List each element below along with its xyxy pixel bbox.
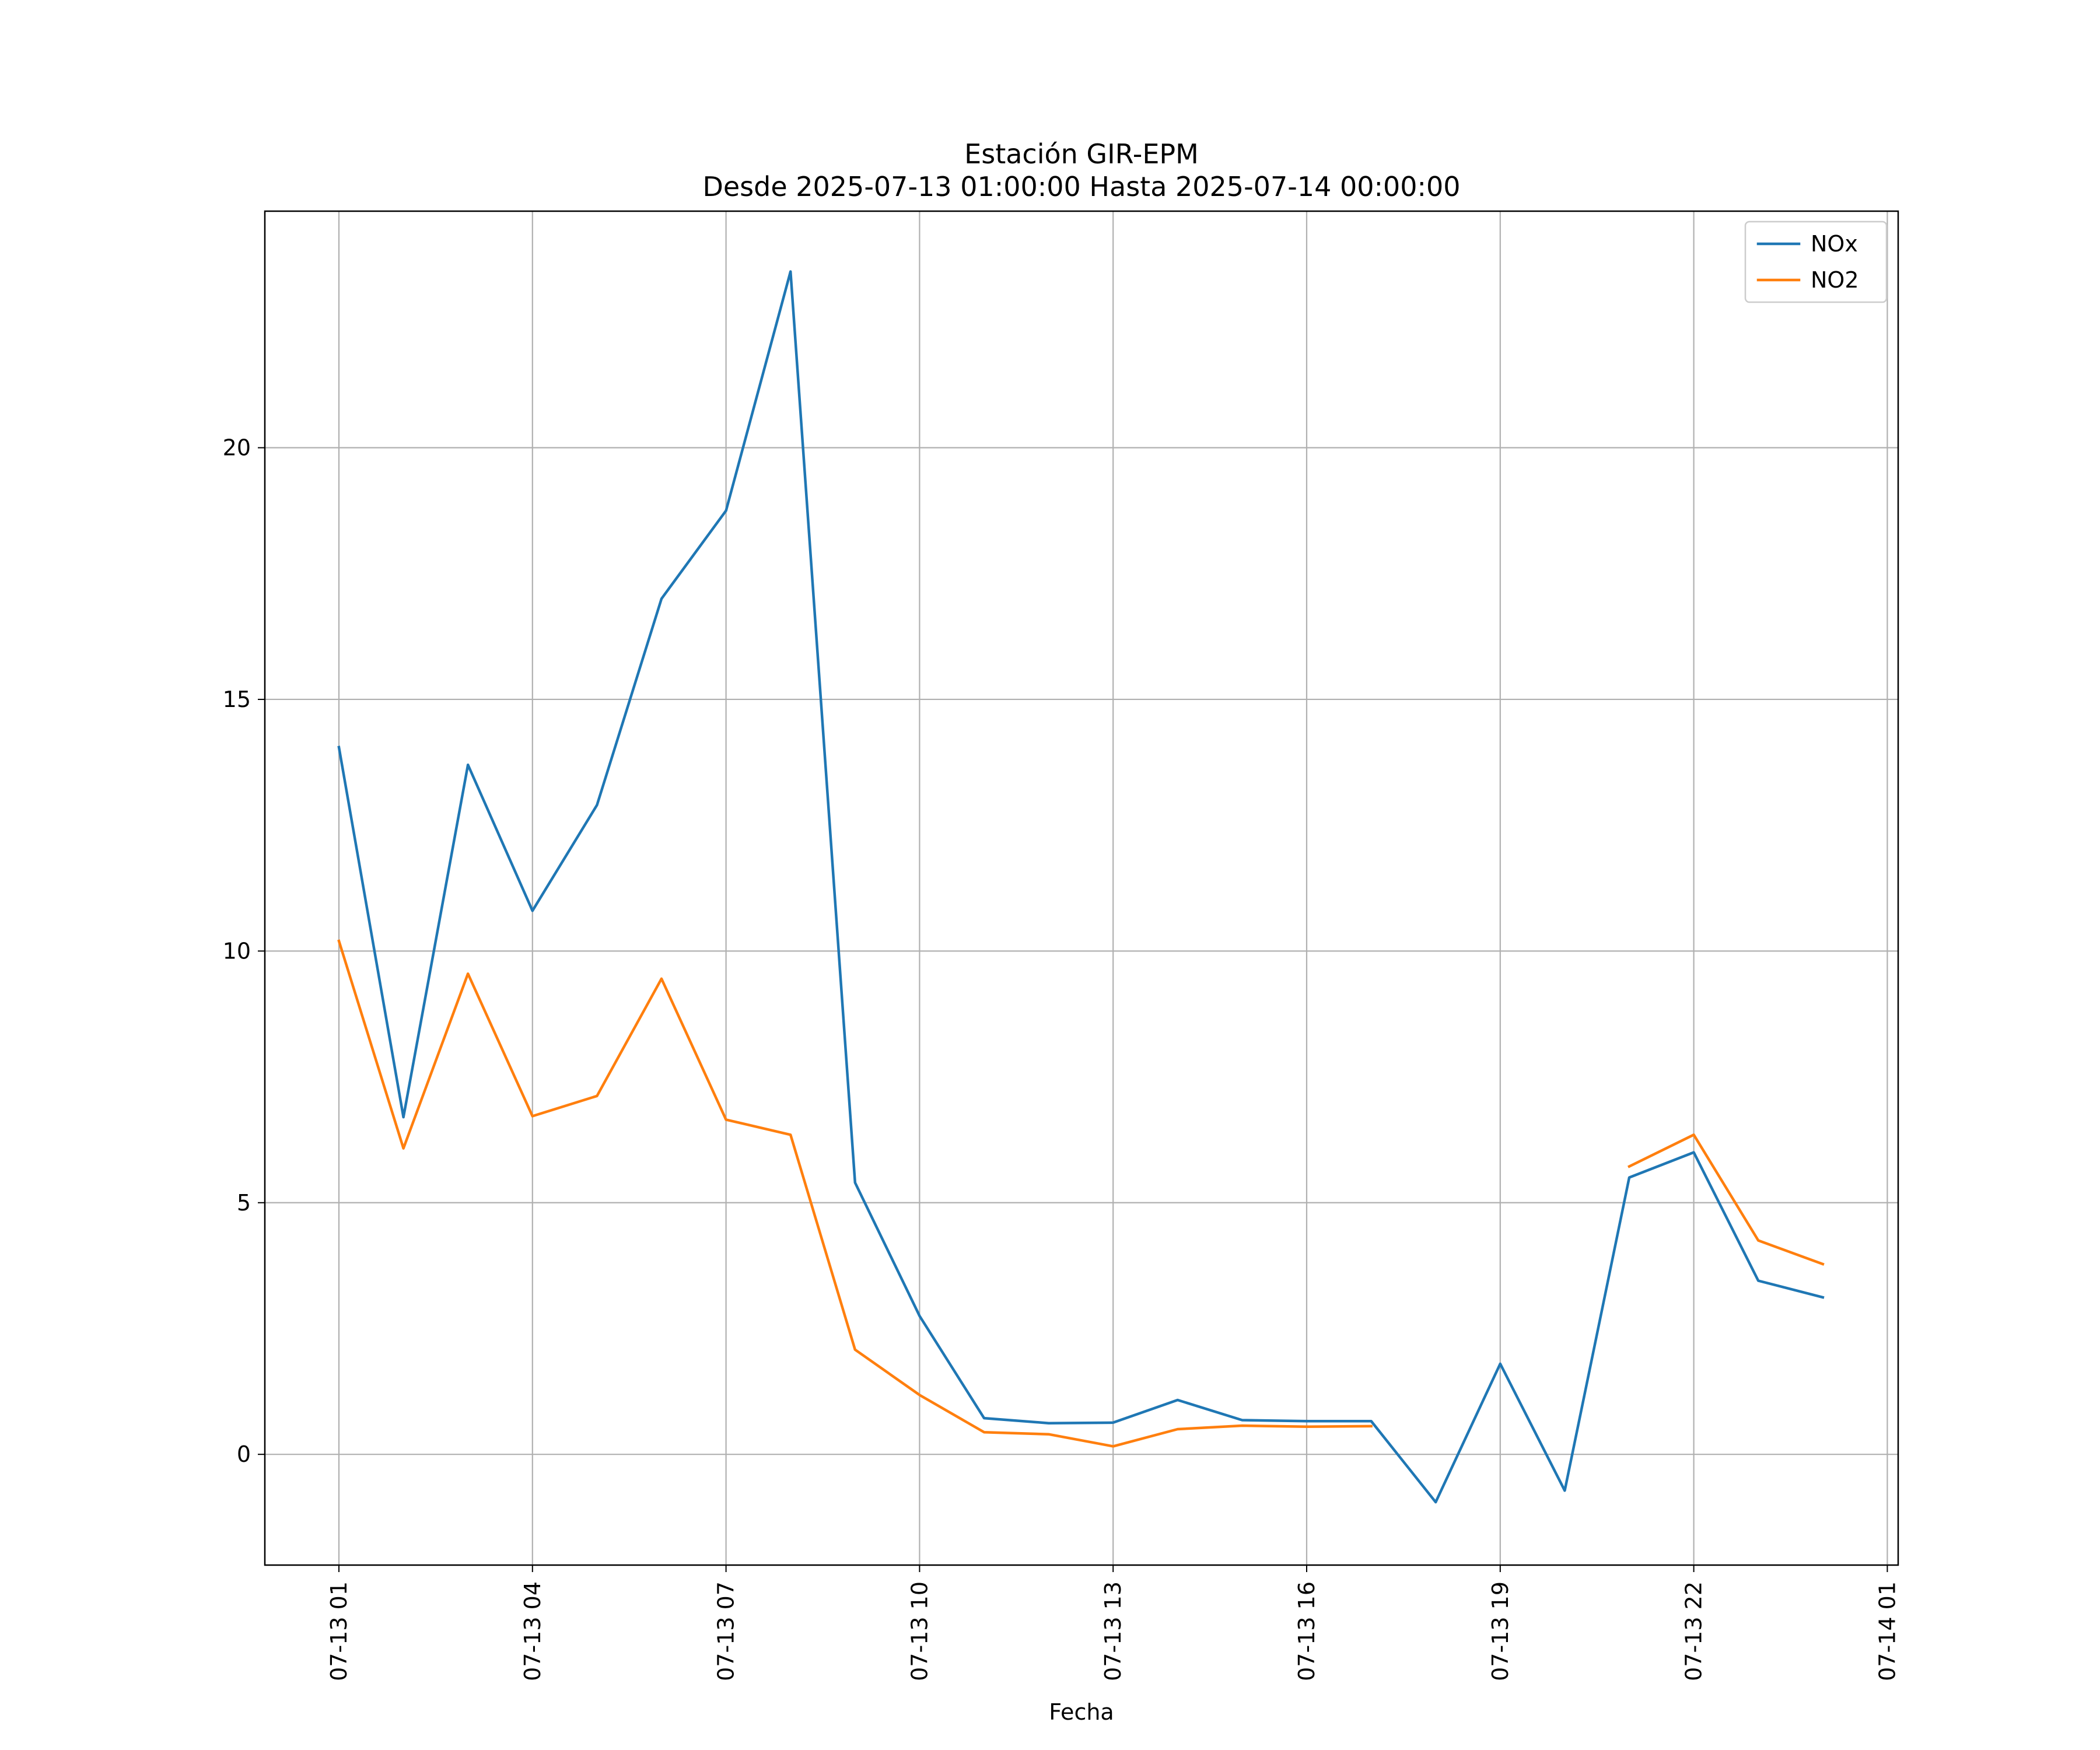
y-axis-ticks: 0 5 10 15 20	[223, 435, 265, 1467]
y-tick-label: 15	[223, 687, 251, 712]
legend-label-no2: NO2	[1811, 267, 1859, 293]
x-tick-label: 07-13 10	[907, 1581, 932, 1681]
x-tick-label: 07-13 07	[713, 1581, 739, 1681]
x-tick-label: 07-13 22	[1681, 1581, 1707, 1681]
x-axis-ticks: 07-13 01 07-13 04 07-13 07 07-13 10 07-13 13…	[326, 1565, 1900, 1681]
legend: NOx NO2	[1744, 220, 1888, 303]
plot-frame	[264, 210, 1899, 1566]
y-tick-label: 20	[223, 435, 251, 461]
y-tick-label: 5	[237, 1190, 251, 1216]
x-tick-label: 07-13 04	[520, 1581, 545, 1681]
x-axis-label: Fecha	[1049, 1699, 1114, 1725]
x-tick-label: 07-13 16	[1294, 1581, 1320, 1681]
legend-box	[1744, 220, 1888, 303]
chart-title: Estación GIR-EPM	[964, 138, 1199, 170]
legend-label-nox: NOx	[1811, 231, 1858, 257]
chart-subtitle: Desde 2025-07-13 01:00:00 Hasta 2025-07-…	[702, 171, 1460, 202]
y-tick-label: 0	[237, 1441, 251, 1467]
series-line-nox	[337, 270, 1825, 1504]
x-tick-label: 07-13 13	[1100, 1581, 1126, 1681]
series-lines	[337, 270, 1825, 1504]
x-tick-label: 07-13 01	[326, 1581, 352, 1681]
x-tick-label: 07-13 19	[1488, 1581, 1513, 1681]
x-tick-label: 07-14 01	[1874, 1581, 1900, 1681]
y-tick-label: 10	[223, 938, 251, 964]
grid-lines	[265, 211, 1898, 1565]
series-line-no2	[337, 939, 1825, 1448]
